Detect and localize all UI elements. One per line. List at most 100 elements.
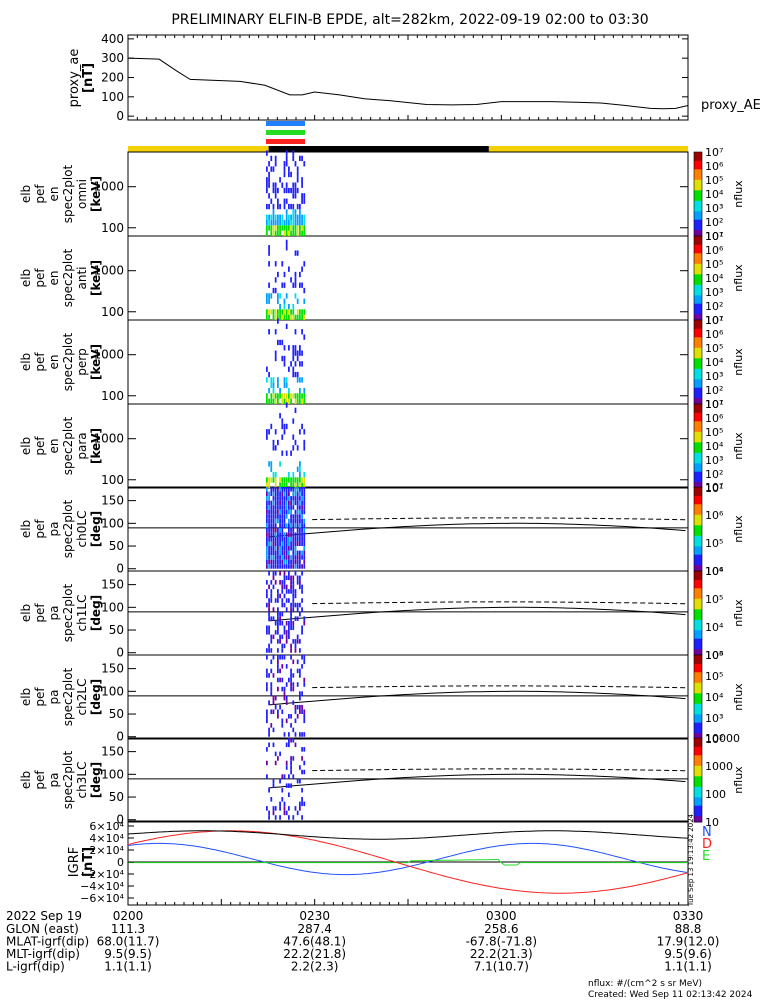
colorbar-tick-label: 10¹ — [705, 482, 723, 495]
pa-spec-pixel — [294, 571, 297, 576]
colorbar-band — [694, 720, 702, 723]
energy-spec-pixel — [290, 187, 292, 194]
colorbar-tick-label: 10² — [705, 216, 723, 229]
x-tick-1: 0230 — [299, 909, 330, 923]
pa-spec-pixel — [274, 550, 277, 556]
pa-spec-pixel — [285, 589, 288, 594]
colorbar-band — [694, 265, 702, 268]
colorbar-band — [694, 629, 702, 633]
colorbar-band — [694, 254, 702, 258]
pa-spec-pixel — [266, 593, 268, 599]
colorbar-band — [694, 520, 702, 524]
energy-spec-pixel — [285, 150, 288, 156]
pa-spec-pixel — [294, 532, 297, 537]
pa-spec-pixel — [290, 580, 292, 585]
pa-spec-pixel — [272, 575, 275, 581]
pa-spec-pixel — [285, 532, 288, 537]
pa-spec-pixel — [292, 598, 295, 603]
pa-spec-pixel — [285, 575, 288, 581]
pa-spec-pixel — [292, 607, 295, 612]
energy-spec-pixel — [303, 287, 306, 294]
energy-spec-pixel — [272, 439, 275, 446]
pa-spec-pixel — [274, 760, 277, 766]
pa-spec-pixel — [285, 496, 288, 501]
pa-spec-pixel — [266, 589, 268, 594]
energy-spec-pixel — [266, 150, 268, 156]
colorbar-band — [694, 667, 702, 671]
pa-spec-pixel — [294, 704, 297, 710]
pa-spec-pixel — [272, 616, 275, 621]
pa-spec-pixel — [292, 774, 295, 779]
colorbar-band — [694, 481, 702, 485]
pa-antiloss-cone-line — [312, 685, 686, 689]
colorbar-band — [694, 324, 702, 327]
pa-spec-pixel — [279, 523, 281, 528]
pa-spec-pixel — [290, 487, 292, 492]
energy-spec-pixel — [299, 314, 301, 320]
pa-spec-pixel — [277, 664, 279, 669]
pa-spec-pixel — [288, 527, 290, 533]
pa-panel-frame — [127, 737, 689, 823]
pa-spec-pixel — [303, 550, 306, 556]
energy-spec-pixel — [268, 314, 270, 320]
pa-spec-pixel — [274, 536, 277, 542]
ae-ytick-label: 0 — [116, 109, 124, 123]
colorbar-band — [694, 589, 702, 593]
colorbar-band — [694, 414, 702, 418]
colorbar-band — [694, 535, 702, 538]
energy-ytick-label: 100 — [101, 221, 124, 235]
pa-spec-pixel — [277, 514, 279, 519]
science-zone-markers — [266, 121, 305, 144]
colorbar-band — [694, 166, 702, 170]
colorbar-band — [694, 416, 702, 420]
energy-spec-pixel — [272, 398, 275, 404]
pa-antiloss-cone-line — [312, 517, 686, 521]
colorbar-band — [694, 676, 702, 679]
energy-spec-pixel — [266, 230, 268, 236]
colorbar-band — [694, 738, 702, 741]
pa-spec-pixel — [266, 682, 268, 687]
energy-spec-pixel — [283, 355, 286, 362]
pa-spec-pixel — [277, 589, 279, 594]
pa-spec-pixel — [268, 491, 270, 497]
energy-spec-pixel — [283, 225, 286, 231]
pa-spec-pixel — [281, 541, 284, 547]
energy-spec-pixel — [301, 230, 303, 236]
pa-spec-pixel — [292, 500, 295, 506]
colorbar-band — [694, 730, 702, 734]
energy-spec-pixel — [272, 393, 275, 399]
pa-loss-cone-line — [268, 606, 686, 622]
pa-spec-pixel — [290, 625, 292, 631]
energy-spec-pixel — [292, 482, 295, 488]
energy-spec-pixel — [303, 471, 306, 478]
pa-spec-pixel — [270, 559, 273, 565]
pa-spec-pixel — [277, 756, 279, 761]
energy-spec-pixel — [288, 266, 290, 272]
colorbar-band — [694, 391, 702, 394]
colorbar-band — [694, 189, 702, 193]
ephem-row-value: 22.2(21.3) — [470, 947, 533, 961]
pa-spec-pixel — [299, 806, 301, 811]
pa-spec-pixel — [292, 815, 295, 820]
pa-spec-pixel — [294, 509, 297, 515]
colorbar-band — [694, 661, 702, 664]
colorbar-band — [694, 336, 702, 340]
pa-spec-pixel — [272, 564, 275, 569]
pa-spec-pixel — [288, 496, 290, 501]
pa-ylabel: pa — [47, 773, 61, 788]
pa-spec-pixel — [301, 797, 303, 802]
energy-ylabel: en — [47, 439, 61, 454]
colorbar-band — [694, 378, 702, 382]
pa-spec-pixel — [288, 589, 290, 594]
energy-spec-pixel — [281, 309, 284, 315]
pa-spec-pixel — [272, 695, 275, 701]
energy-spec-pixel — [266, 398, 268, 404]
colorbar-band — [694, 372, 702, 376]
colorbar-tick-label: 10⁶ — [705, 160, 724, 173]
energy-spec-pixel — [288, 230, 290, 236]
colorbar-band — [694, 777, 702, 781]
colorbar-band — [694, 756, 702, 760]
colorbar-tick-label: 10² — [705, 468, 723, 481]
pa-spec-pixel — [294, 742, 297, 748]
